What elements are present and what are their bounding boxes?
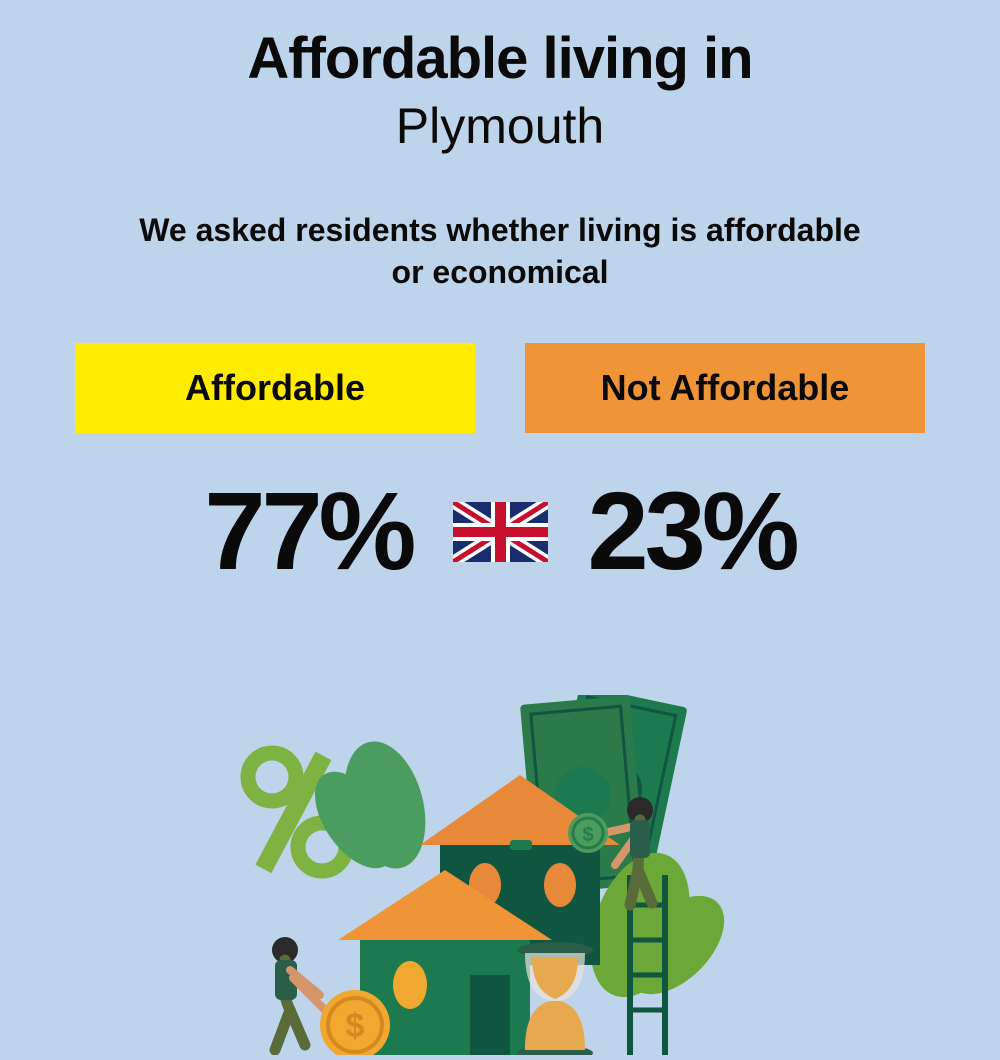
svg-text:$: $	[346, 1007, 365, 1045]
badges-row: Affordable Not Affordable	[0, 343, 1000, 433]
badge-not-affordable: Not Affordable	[525, 343, 925, 433]
percent-affordable: 77%	[204, 468, 412, 595]
percents-row: 77% 23%	[0, 468, 1000, 595]
housing-illustration: $ $	[210, 695, 790, 1055]
title-bold: Affordable living in	[0, 25, 1000, 92]
survey-subtitle: We asked residents whether living is aff…	[130, 210, 870, 293]
title-location: Plymouth	[0, 97, 1000, 155]
percent-not-affordable: 23%	[588, 468, 796, 595]
uk-flag-icon	[453, 502, 548, 562]
badge-affordable: Affordable	[75, 343, 475, 433]
svg-text:$: $	[582, 824, 593, 846]
